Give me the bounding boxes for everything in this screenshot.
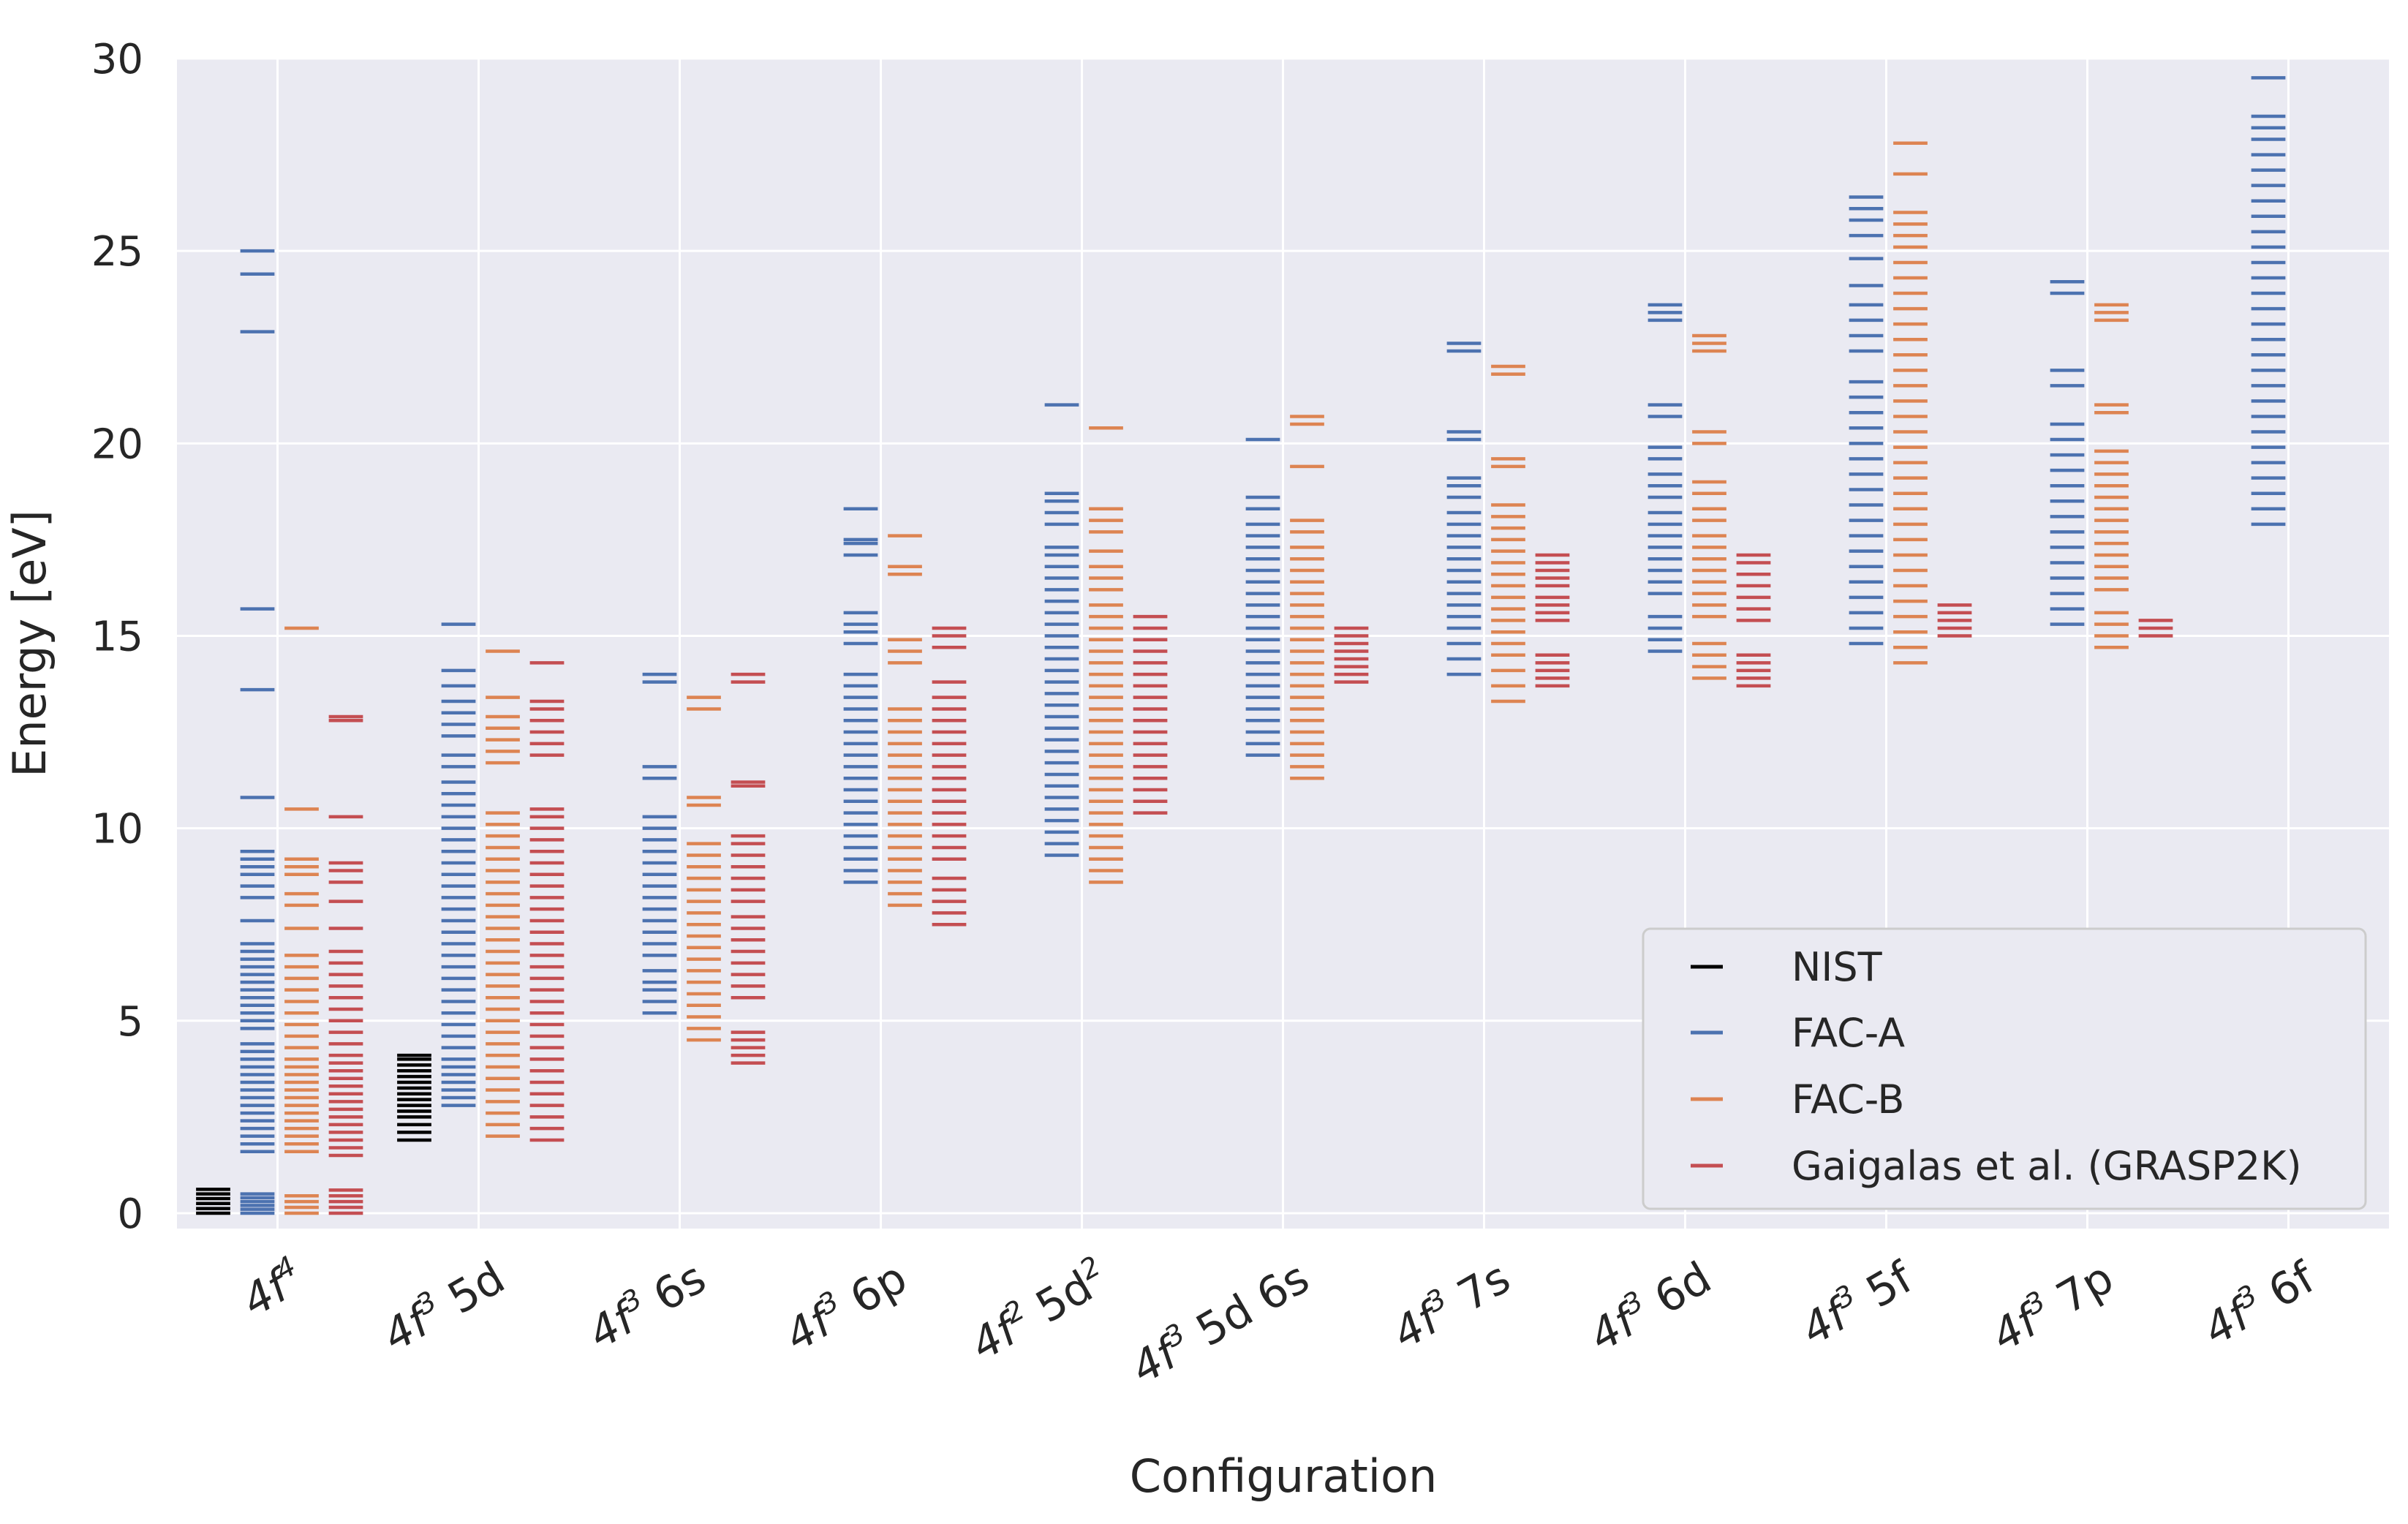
legend: NIST FAC-A FAC-B Gaigalas et al. (GRASP2…	[1642, 927, 2367, 1210]
y-tick-label: 15	[91, 613, 143, 660]
series-fac-a	[240, 76, 2286, 1215]
x-tick-label: 4f3 7p	[1982, 1250, 2122, 1362]
legend-label-fac-b: FAC-B	[1792, 1076, 1904, 1123]
y-tick-label: 0	[117, 1191, 143, 1238]
x-tick-label: 4f3 7s	[1383, 1250, 1519, 1359]
x-tick-label: 4f3 5f	[1792, 1249, 1922, 1356]
x-tick-label: 4f3 6f	[2194, 1249, 2325, 1356]
y-axis-label: Energy [eV]	[3, 510, 56, 777]
legend-label-nist: NIST	[1792, 944, 1883, 990]
x-tick-label: 4f2 5d2	[961, 1250, 1117, 1371]
series-nist	[196, 1053, 431, 1215]
y-tick-label: 10	[91, 806, 143, 853]
x-tick-label: 4f3 5d	[373, 1250, 513, 1362]
y-tick-label: 30	[91, 36, 143, 83]
x-tick-label: 4f3 6p	[775, 1250, 916, 1362]
energy-level-marks	[196, 76, 2286, 1215]
x-tick-label: 4f3 6s	[578, 1250, 714, 1359]
y-tick-label: 20	[91, 420, 143, 468]
series-fac-b	[284, 141, 2129, 1215]
legend-label-fac-a: FAC-A	[1792, 1010, 1905, 1056]
legend-box	[1642, 927, 2367, 1210]
legend-label-grasp2k: Gaigalas et al. (GRASP2K)	[1792, 1143, 2302, 1189]
x-axis-label: Configuration	[1130, 1449, 1437, 1503]
x-tick-label: 4f3 6d	[1579, 1250, 1720, 1362]
series-gaigalas-et-al-grasp2k	[328, 553, 2173, 1215]
x-tick-label: 4f3 5d 6s	[1121, 1250, 1318, 1395]
y-tick-label: 5	[117, 998, 143, 1046]
y-tick-labels: 0 5 10 15 20 25 30	[91, 36, 143, 1238]
y-tick-label: 25	[91, 228, 143, 276]
x-tick-label: 4f4	[233, 1250, 312, 1327]
